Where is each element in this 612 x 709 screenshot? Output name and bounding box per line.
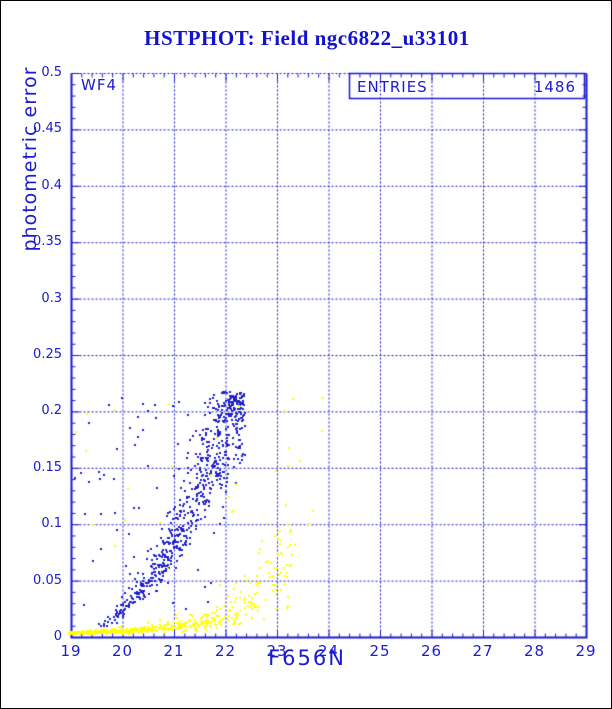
x-axis-title: F656N xyxy=(268,646,346,670)
x-tick-label: 19 xyxy=(60,642,82,660)
y-tick-label: 0.05 xyxy=(33,572,62,588)
y-tick-label: 0.45 xyxy=(33,121,62,137)
x-tick-label: 29 xyxy=(575,642,597,660)
y-tick-label: 0.3 xyxy=(41,290,62,306)
y-tick-label: 0.2 xyxy=(41,403,62,419)
x-tick-label: 26 xyxy=(420,642,443,660)
x-tick-label: 28 xyxy=(523,642,546,660)
chart-title: HSTPHOT: Field ngc6822_u33101 xyxy=(144,26,470,50)
detector-label: WF4 xyxy=(81,76,118,94)
entries-stat-value: 1486 xyxy=(533,78,576,96)
x-tick-label: 20 xyxy=(111,642,134,660)
entries-stat-label: ENTRIES xyxy=(357,78,428,96)
y-tick-label: 0.5 xyxy=(41,65,62,80)
x-tick-label: 24 xyxy=(317,642,340,660)
x-tick-label: 27 xyxy=(472,642,494,660)
y-tick-label: 0.25 xyxy=(33,347,62,362)
x-tick-label: 23 xyxy=(266,642,288,660)
y-tick-label: 0.15 xyxy=(33,459,62,475)
y-tick-label: 0.35 xyxy=(33,234,62,250)
y-axis-title: photometric error xyxy=(19,66,41,252)
x-tick-label: 25 xyxy=(369,642,391,660)
x-tick-label: 22 xyxy=(214,642,237,660)
y-tick-label: 0.1 xyxy=(41,516,62,532)
x-tick-label: 21 xyxy=(163,642,185,660)
y-tick-label: 0.4 xyxy=(41,177,62,193)
y-tick-label: 0 xyxy=(53,629,62,644)
